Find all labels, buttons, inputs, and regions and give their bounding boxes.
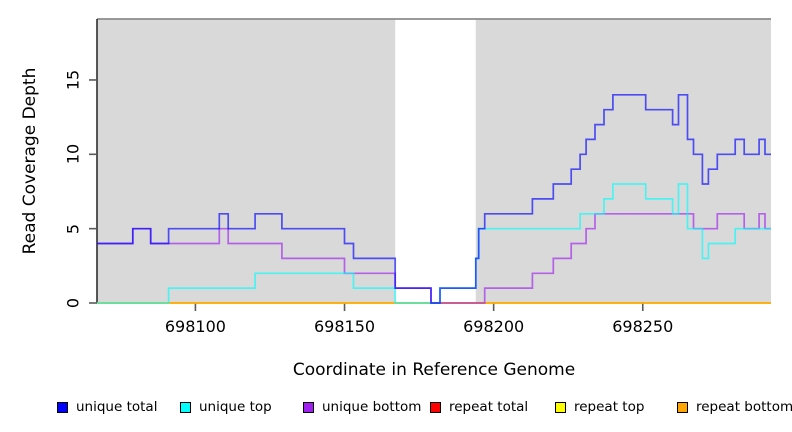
- y-tick-label: 5: [63, 223, 83, 234]
- y-axis-title: Read Coverage Depth: [20, 67, 40, 255]
- x-tick-label: 698250: [612, 317, 674, 336]
- x-tick-label: 698200: [463, 317, 525, 336]
- legend-label: unique top: [199, 399, 272, 415]
- legend-swatch-unique-top-icon: [180, 401, 191, 413]
- series-line-unique-bottom: [97, 212, 771, 304]
- legend-item-repeat-bottom: repeat bottom: [677, 399, 792, 415]
- legend-label: unique total: [76, 399, 158, 415]
- legend-label: repeat top: [574, 399, 645, 415]
- legend-swatch-unique-bottom-icon: [303, 401, 314, 413]
- y-tick-label: 10: [63, 144, 83, 165]
- x-tick-label: 698100: [164, 317, 226, 336]
- legend-item-unique-bottom: unique bottom: [303, 399, 421, 415]
- legend-swatch-repeat-top-icon: [555, 401, 566, 413]
- series-line-unique-top: [97, 183, 771, 304]
- legend-label: unique bottom: [322, 399, 422, 415]
- x-axis-title: Coordinate in Reference Genome: [292, 360, 576, 380]
- legend-item-unique-top: unique top: [180, 399, 272, 415]
- legend-item-unique-total: unique total: [57, 399, 157, 415]
- series-line-unique-total: [97, 93, 771, 304]
- legend-swatch-repeat-bottom-icon: [677, 401, 688, 413]
- gap-region: [395, 19, 476, 303]
- legend-swatch-repeat-total-icon: [430, 401, 441, 413]
- legend-label: repeat bottom: [696, 399, 792, 415]
- legend-item-repeat-top: repeat top: [555, 399, 644, 415]
- legend-label: repeat total: [449, 399, 529, 415]
- y-tick-label: 0: [63, 297, 83, 309]
- legend-item-repeat-total: repeat total: [430, 399, 528, 415]
- x-tick-label: 698150: [313, 317, 376, 336]
- legend-swatch-unique-total-icon: [57, 401, 68, 413]
- y-tick-label: 15: [63, 69, 83, 91]
